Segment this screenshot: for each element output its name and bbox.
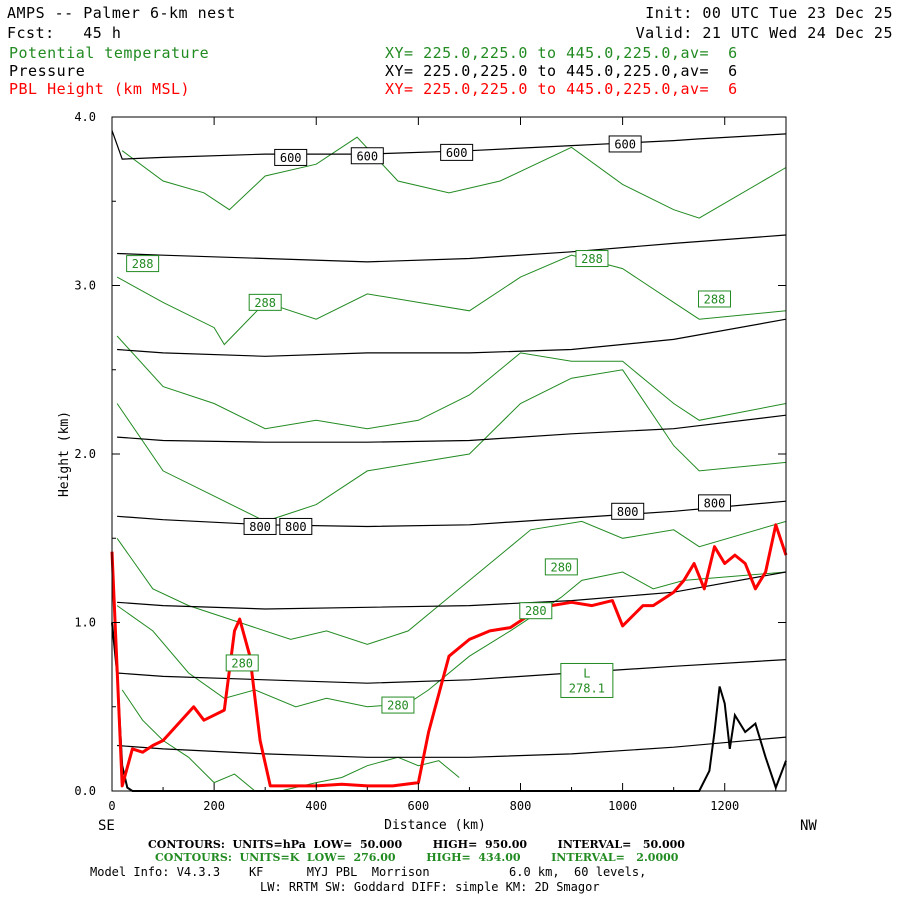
pressure-label-800-box bbox=[698, 494, 732, 512]
theta-label-box bbox=[575, 250, 609, 268]
pressure-contour-700 bbox=[117, 318, 787, 357]
theta-label-box bbox=[381, 696, 415, 714]
theta-label: 288 bbox=[132, 257, 154, 271]
y-tick-label: 2.0 bbox=[74, 447, 96, 461]
theta-contour-line bbox=[116, 520, 787, 645]
theta-minimum-box bbox=[560, 662, 614, 698]
theta-label: 288 bbox=[581, 252, 603, 266]
pressure-label-600: 600 bbox=[356, 149, 378, 163]
pressure-contour-650 bbox=[117, 234, 787, 263]
y-axis-label: Height (km) bbox=[57, 411, 72, 497]
theta-contour-line bbox=[116, 335, 787, 430]
pressure-label-600-box bbox=[440, 143, 474, 161]
theta-minimum-value: 278.1 bbox=[569, 681, 605, 695]
theta-label: 288 bbox=[254, 296, 276, 310]
x-tick-label: 600 bbox=[408, 799, 430, 813]
pressure-contours bbox=[111, 130, 787, 758]
theta-contour-line bbox=[116, 254, 787, 346]
footer-model-info: Model Info: V4.3.3 KF MYJ PBL Morrison 6… bbox=[90, 865, 647, 879]
pressure-contour-750 bbox=[117, 414, 787, 443]
init-time: Init: 00 UTC Tue 23 Dec 25 bbox=[645, 4, 893, 22]
theta-label-box bbox=[225, 654, 259, 672]
pressure-label-600-box bbox=[608, 135, 642, 153]
pressure-label-800: 800 bbox=[617, 505, 639, 519]
pressure-label-600: 600 bbox=[446, 146, 468, 160]
terrain-line-path bbox=[111, 622, 787, 792]
pressure-contour-900 bbox=[117, 659, 787, 684]
footer-theta-contours: CONTOURS: UNITS=K LOW= 276.00 HIGH= 434.… bbox=[155, 851, 679, 864]
theta-label-box bbox=[248, 293, 282, 311]
x-end-label-nw: NW bbox=[800, 818, 817, 834]
theta-minimum-mark: L bbox=[583, 666, 590, 680]
pressure-label-600: 600 bbox=[614, 137, 636, 151]
y-tick-label: 4.0 bbox=[74, 110, 96, 124]
pressure-contour-850 bbox=[117, 571, 787, 610]
field-name-pbl: PBL Height (km MSL) bbox=[9, 80, 191, 98]
theta-label: 280 bbox=[231, 656, 253, 670]
contour-labels: 600 600 600 600 800 800 800 800 288 288 288 288 280 2… bbox=[126, 135, 732, 714]
pressure-contour-800 bbox=[117, 500, 787, 528]
theta-contour-line bbox=[121, 136, 787, 219]
field-name-pressure: Pressure bbox=[9, 62, 86, 80]
pressure-label-800: 800 bbox=[704, 496, 726, 510]
field-xy-theta: XY= 225.0,225.0 to 445.0,225.0,av= 6 bbox=[385, 44, 738, 62]
theta-label-box bbox=[519, 602, 553, 620]
pressure-label-800: 800 bbox=[285, 520, 307, 534]
theta-label-box bbox=[126, 255, 160, 273]
x-tick-label: 0 bbox=[108, 799, 115, 813]
y-tick-label: 1.0 bbox=[74, 616, 96, 630]
pressure-label-800: 800 bbox=[249, 520, 271, 534]
field-name-theta: Potential temperature bbox=[9, 44, 210, 62]
x-tick-label: 1000 bbox=[608, 799, 637, 813]
theta-label: 280 bbox=[525, 604, 547, 618]
x-tick-label: 400 bbox=[305, 799, 327, 813]
pressure-label-600-box bbox=[274, 148, 308, 166]
y-tick-label: 3.0 bbox=[74, 279, 96, 293]
pressure-contour-950 bbox=[117, 736, 787, 758]
x-tick-label: 200 bbox=[203, 799, 225, 813]
footer-physics: LW: RRTM SW: Goddard DIFF: simple KM: 2D… bbox=[260, 880, 600, 894]
y-tick-label: 0.0 bbox=[74, 784, 96, 798]
theta-label: 280 bbox=[387, 699, 409, 713]
x-tick-label: 800 bbox=[510, 799, 532, 813]
theta-contours bbox=[116, 136, 787, 792]
pressure-label-800-box bbox=[243, 517, 277, 535]
theta-label: 280 bbox=[550, 560, 572, 574]
theta-contour-line bbox=[116, 369, 787, 522]
footer-pressure-contours: CONTOURS: UNITS=hPa LOW= 50.000 HIGH= 95… bbox=[148, 838, 685, 851]
theta-contour-line bbox=[116, 571, 787, 708]
theta-label-box bbox=[544, 558, 578, 576]
terrain-line bbox=[111, 622, 787, 792]
theta-label: 288 bbox=[704, 292, 726, 306]
field-xy-pressure: XY= 225.0,225.0 to 445.0,225.0,av= 6 bbox=[385, 62, 738, 80]
pressure-label-800-box bbox=[279, 517, 313, 535]
pressure-label-800-box bbox=[611, 502, 645, 520]
axes: 0 200 400 600 800 1000 1200 0.0 1.0 2.0 3.0 4.0 bbox=[74, 110, 787, 813]
x-axis-label: Distance (km) bbox=[384, 818, 486, 833]
pressure-label-600-box bbox=[350, 147, 384, 165]
x-tick-label: 1200 bbox=[710, 799, 739, 813]
pressure-label-600: 600 bbox=[280, 151, 302, 165]
forecast-hour: Fcst: 45 h bbox=[7, 24, 122, 42]
model-title: AMPS -- Palmer 6-km nest bbox=[7, 4, 236, 22]
field-xy-pbl: XY= 225.0,225.0 to 445.0,225.0,av= 6 bbox=[385, 80, 738, 98]
pressure-contour-600 bbox=[111, 130, 787, 160]
pbl-height-line bbox=[110, 523, 788, 788]
pbl-height-series bbox=[110, 523, 788, 788]
valid-time: Valid: 21 UTC Wed 24 Dec 25 bbox=[635, 24, 893, 42]
x-end-label-se: SE bbox=[98, 818, 115, 834]
theta-label-box bbox=[698, 290, 732, 308]
